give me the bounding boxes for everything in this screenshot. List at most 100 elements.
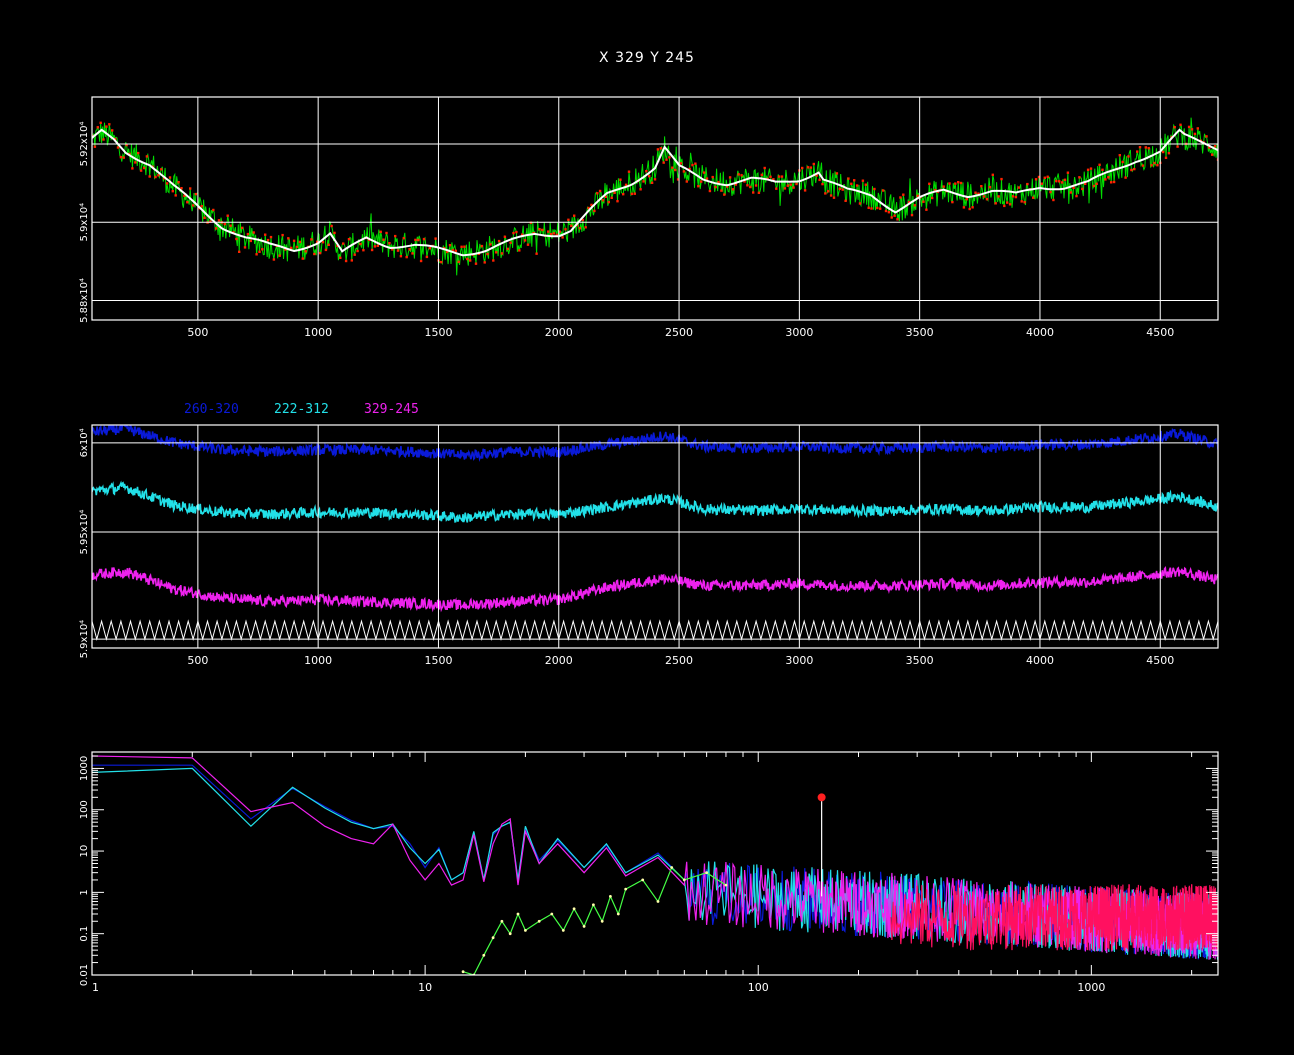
panel-0-data-point bbox=[653, 178, 657, 181]
panel-0-data-point bbox=[948, 182, 951, 185]
panel-0-data-point bbox=[627, 170, 631, 173]
panel-2-green-point bbox=[592, 903, 595, 907]
panel-0-data-point bbox=[281, 233, 284, 237]
panel-0-data-point bbox=[867, 206, 870, 209]
panel-0-x-tick-label: 500 bbox=[187, 326, 208, 339]
panel-0-data-point bbox=[679, 162, 683, 165]
panel-0-data-point bbox=[760, 173, 763, 177]
panel-0-data-point bbox=[665, 158, 668, 161]
panel-0-data-point bbox=[454, 249, 457, 252]
panel-0-x-tick-label: 3500 bbox=[906, 326, 934, 339]
panel-0-data-point bbox=[388, 242, 391, 245]
panel-0-data-point bbox=[214, 227, 218, 230]
panel-0-data-point bbox=[786, 184, 789, 187]
panel-0-data-point bbox=[590, 203, 593, 207]
panel-0-data-point bbox=[434, 237, 437, 240]
panel-0-data-point bbox=[440, 260, 443, 264]
panel-0-data-point bbox=[122, 156, 125, 159]
panel-1-x-tick-label: 500 bbox=[187, 654, 208, 667]
panel-0-data-point bbox=[1023, 201, 1026, 204]
panel-0-data-point bbox=[1040, 182, 1044, 185]
panel-0-data-point bbox=[841, 188, 844, 191]
panel-1-axes: 500 1000 1500 2000 2500 3000 3500 4000 4500 5.9x1… bbox=[79, 424, 1219, 667]
panel-2-green-point bbox=[516, 912, 520, 916]
panel-0-data-point bbox=[310, 238, 313, 241]
panel-2-green-point bbox=[461, 970, 465, 974]
panel-0-data-point bbox=[890, 216, 893, 219]
panel-2-y-tick-label: 10 bbox=[79, 845, 90, 858]
panel-0-data-point bbox=[414, 238, 417, 242]
panel-0-data-point bbox=[1066, 171, 1070, 174]
panel-0-data-point bbox=[821, 182, 824, 186]
panel-1-y-tick-label: 5.95x10⁴ bbox=[79, 510, 90, 555]
panel-0-data-point bbox=[1156, 164, 1159, 167]
panel-0-data-point bbox=[405, 255, 408, 259]
panel-0-data-point bbox=[284, 248, 287, 251]
panel-0-data-point bbox=[1034, 178, 1038, 181]
panel-0-data-point bbox=[968, 207, 971, 211]
panel-0-data-point bbox=[264, 233, 267, 236]
panel-0-data-point bbox=[186, 201, 189, 204]
panel-0-data-point bbox=[506, 247, 509, 251]
panel-0-data-point bbox=[165, 182, 169, 185]
panel-0-data-point bbox=[203, 216, 206, 219]
panel-0-data-point bbox=[1213, 145, 1217, 148]
panel-0-data-point bbox=[399, 255, 403, 258]
panel-0-data-point bbox=[997, 195, 1000, 198]
panel-0-data-point bbox=[287, 237, 290, 240]
panel-0-data-point bbox=[876, 206, 879, 210]
panel-0-data-point bbox=[624, 183, 628, 186]
panel-0-data-point bbox=[731, 188, 735, 191]
panel-0-data-point bbox=[879, 207, 882, 210]
panel-0-data-point bbox=[801, 166, 804, 170]
panel-0-data-point bbox=[445, 250, 449, 254]
panel-0-data-point bbox=[971, 206, 974, 209]
panel-0-data-point bbox=[1205, 135, 1208, 138]
panel-2-y-tick-label: 100 bbox=[79, 800, 90, 819]
panel-0-data-point bbox=[1081, 187, 1084, 191]
panel-0-data-point bbox=[396, 249, 400, 252]
panel-0-data-point bbox=[116, 146, 120, 149]
panel-0-data-point bbox=[290, 246, 293, 250]
panel-0-x-tick-label: 2000 bbox=[545, 326, 573, 339]
panel-0-data-point bbox=[1176, 145, 1179, 148]
panel-0-data-point bbox=[896, 218, 899, 221]
panel-0-data-point bbox=[448, 244, 452, 247]
panel-0-data-point bbox=[526, 243, 530, 246]
panel-0-data-point bbox=[258, 250, 261, 253]
panel-0-data-point bbox=[656, 148, 660, 151]
panel-0-data-point bbox=[376, 244, 379, 247]
panel-0-data-point bbox=[128, 152, 131, 156]
panel-0-data-point bbox=[1084, 182, 1087, 185]
panel-0-data-point bbox=[564, 228, 567, 231]
panel-0-data-point bbox=[1147, 147, 1150, 150]
panel-0-data-point bbox=[391, 248, 394, 251]
panel-2-green-point bbox=[600, 919, 604, 923]
panel-0-data-point bbox=[538, 228, 541, 231]
panel-1-x-tick-label: 2000 bbox=[545, 654, 573, 667]
panel-0-data-point bbox=[809, 166, 813, 169]
panel-0-data-point bbox=[613, 191, 616, 194]
panel-0-data-point bbox=[235, 237, 238, 241]
panel-0-axes: 500 1000 1500 2000 2500 3000 3500 4000 4500 5.88x… bbox=[79, 96, 1219, 339]
panel-2-green-point bbox=[609, 895, 612, 898]
panel-0-data-point bbox=[1150, 164, 1153, 167]
panel-0-data-point bbox=[694, 162, 697, 165]
panel-0-data-point bbox=[382, 238, 385, 241]
panel-1-y-tick-label: 5.9x10⁴ bbox=[79, 620, 90, 659]
panel-0-data-point bbox=[642, 180, 645, 183]
panel-0-data-point bbox=[977, 192, 980, 195]
panel-0-data-point bbox=[298, 240, 302, 244]
panel-0-data-point bbox=[500, 252, 504, 255]
panel-0-data-point bbox=[1104, 178, 1107, 181]
panel-0-data-point bbox=[417, 238, 420, 242]
panel-0-data-point bbox=[451, 248, 455, 252]
panel-0-data-point bbox=[549, 233, 553, 236]
panel-0-data-point bbox=[145, 155, 149, 158]
panel-0-data-point bbox=[922, 200, 925, 203]
panel-2-green-point bbox=[537, 919, 541, 923]
panel-0-data-point bbox=[1124, 176, 1127, 179]
panel-0-data-point bbox=[708, 189, 712, 193]
panel-0-data-point bbox=[1211, 153, 1214, 156]
panel-0-data-point bbox=[518, 249, 521, 252]
